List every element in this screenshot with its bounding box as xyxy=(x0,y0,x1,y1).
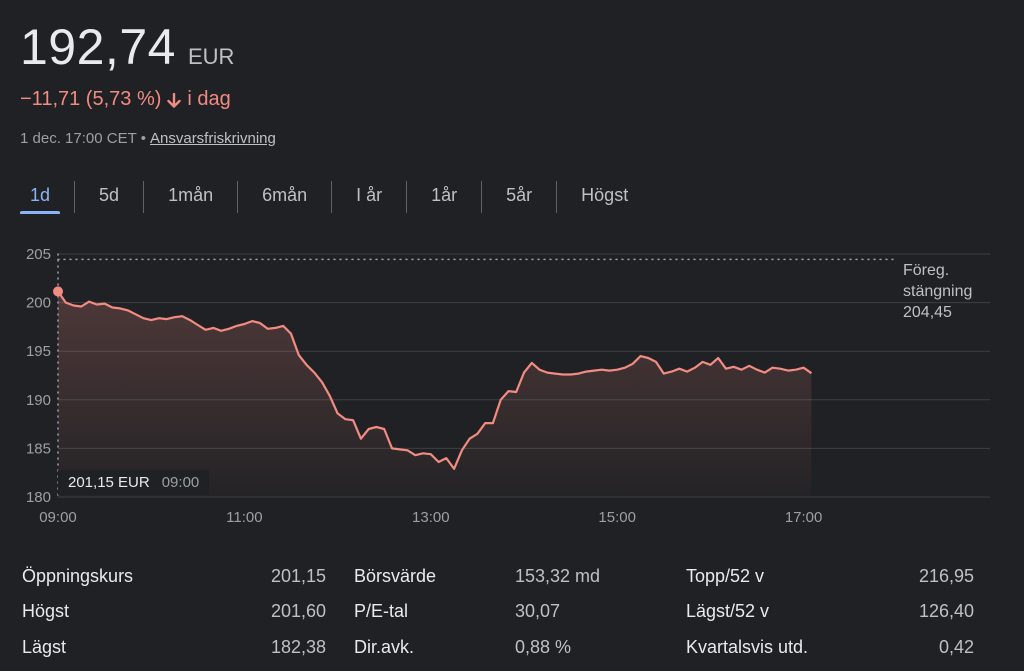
stat-52w-high: Topp/52 v 216,95 xyxy=(686,566,974,587)
change-period: i dag xyxy=(187,88,231,110)
stat-value: 182,38 xyxy=(270,637,326,657)
x-tick-label: 11:00 xyxy=(226,509,262,526)
tab-1ar[interactable]: 1år xyxy=(431,185,458,205)
x-tick-label: 15:00 xyxy=(598,509,636,526)
previous-close-label: Föreg. stängning 204,45 xyxy=(903,260,972,323)
tab-divider xyxy=(481,181,483,213)
stat-label: Lägst/52 v xyxy=(686,601,770,621)
tooltip-price: 201,15 EUR xyxy=(68,474,150,491)
stat-value: 0,88 % xyxy=(515,637,572,657)
tab-5ar[interactable]: 5år xyxy=(506,185,533,205)
stat-label: Kvartalsvis utd. xyxy=(686,637,809,657)
stat-value: 30,07 xyxy=(515,601,561,621)
start-point-marker xyxy=(53,286,63,297)
stat-label: Högst xyxy=(22,601,70,621)
tab-divider xyxy=(237,181,239,213)
tooltip-time: 09:00 xyxy=(161,474,200,491)
stat-value: 0,42 xyxy=(938,637,974,657)
stat-market-cap: Börsvärde 153,32 md xyxy=(354,566,600,587)
tab-5d[interactable]: 5d xyxy=(99,185,120,205)
stat-value: 126,40 xyxy=(918,601,974,621)
y-tick-label: 200 xyxy=(26,295,51,312)
chart-tooltip: 201,15 EUR 09:00 xyxy=(58,470,210,495)
stat-label: Lägst xyxy=(22,637,67,657)
currency-label: EUR xyxy=(187,44,235,69)
price-chart-svg[interactable]: 180 185 190 195 200 205 09:00 11:00 13:00 15:00 17… xyxy=(0,235,1024,535)
tab-divider xyxy=(406,181,408,213)
quote-meta: 1 dec. 17:00 CET • Ansvarsfriskrivning xyxy=(20,130,276,147)
y-tick-label: 190 xyxy=(26,392,51,409)
stat-label: P/E-tal xyxy=(354,601,409,621)
price-line xyxy=(57,290,813,470)
range-tabs: 1d 5d 1mån 6mån I år 1år 5år Högst xyxy=(18,180,640,214)
previous-close-line1: Föreg. xyxy=(903,262,950,279)
current-price: 192,74 xyxy=(20,19,176,75)
stat-52w-low: Lägst/52 v 126,40 xyxy=(686,601,974,622)
tab-divider xyxy=(331,181,333,213)
stat-label: Öppningskurs xyxy=(22,566,134,586)
x-tick-label: 09:00 xyxy=(39,509,77,526)
tab-i-ar[interactable]: I år xyxy=(356,185,383,205)
tab-1man[interactable]: 1mån xyxy=(168,185,214,205)
stat-value: 216,95 xyxy=(918,566,974,586)
stat-high: Högst 201,60 xyxy=(22,601,326,622)
previous-close-line2: stängning xyxy=(903,283,973,300)
arrow-down-icon xyxy=(167,92,182,108)
stat-low: Lägst 182,38 xyxy=(22,637,326,658)
tab-divider xyxy=(143,181,145,213)
stat-value: 201,60 xyxy=(270,601,326,621)
tab-divider xyxy=(556,181,558,213)
stat-value: 201,15 xyxy=(270,566,326,586)
y-tick-label: 205 xyxy=(26,246,51,263)
y-tick-label: 195 xyxy=(26,343,51,360)
price-chart[interactable]: 180 185 190 195 200 205 09:00 11:00 13:00 15:00 17… xyxy=(0,235,1024,535)
meta-separator: • xyxy=(140,130,146,147)
y-tick-label: 180 xyxy=(26,489,51,506)
change-value: −11,71 (5,73 %) xyxy=(20,88,162,110)
stat-open: Öppningskurs 201,15 xyxy=(22,566,326,587)
stat-value: 153,32 md xyxy=(515,566,601,586)
stat-pe-ratio: P/E-tal 30,07 xyxy=(354,601,560,622)
tab-1d[interactable]: 1d xyxy=(18,180,62,214)
stat-label: Börsvärde xyxy=(354,566,437,586)
tab-6man[interactable]: 6mån xyxy=(262,185,308,205)
tab-divider xyxy=(74,181,76,213)
disclaimer-link[interactable]: Ansvarsfriskrivning xyxy=(150,130,276,147)
tab-hogst[interactable]: Högst xyxy=(581,185,629,205)
x-tick-label: 17:00 xyxy=(785,509,823,526)
previous-close-value: 204,45 xyxy=(903,304,952,321)
x-tick-label: 13:00 xyxy=(412,509,450,526)
stat-label: Topp/52 v xyxy=(686,566,765,586)
quote-timestamp: 1 dec. 17:00 CET xyxy=(20,130,137,147)
stat-dividend-yield: Dir.avk. 0,88 % xyxy=(354,637,571,658)
quote-header: 192,74 EUR xyxy=(20,18,234,76)
price-area xyxy=(58,291,812,497)
stats-grid: Öppningskurs 201,15 Högst 201,60 Lägst 1… xyxy=(0,558,1024,668)
y-tick-label: 185 xyxy=(26,440,51,457)
stat-label: Dir.avk. xyxy=(354,637,415,657)
price-change: −11,71 (5,73 %) i dag xyxy=(20,88,231,111)
stat-quarterly-dividend: Kvartalsvis utd. 0,42 xyxy=(686,637,974,658)
